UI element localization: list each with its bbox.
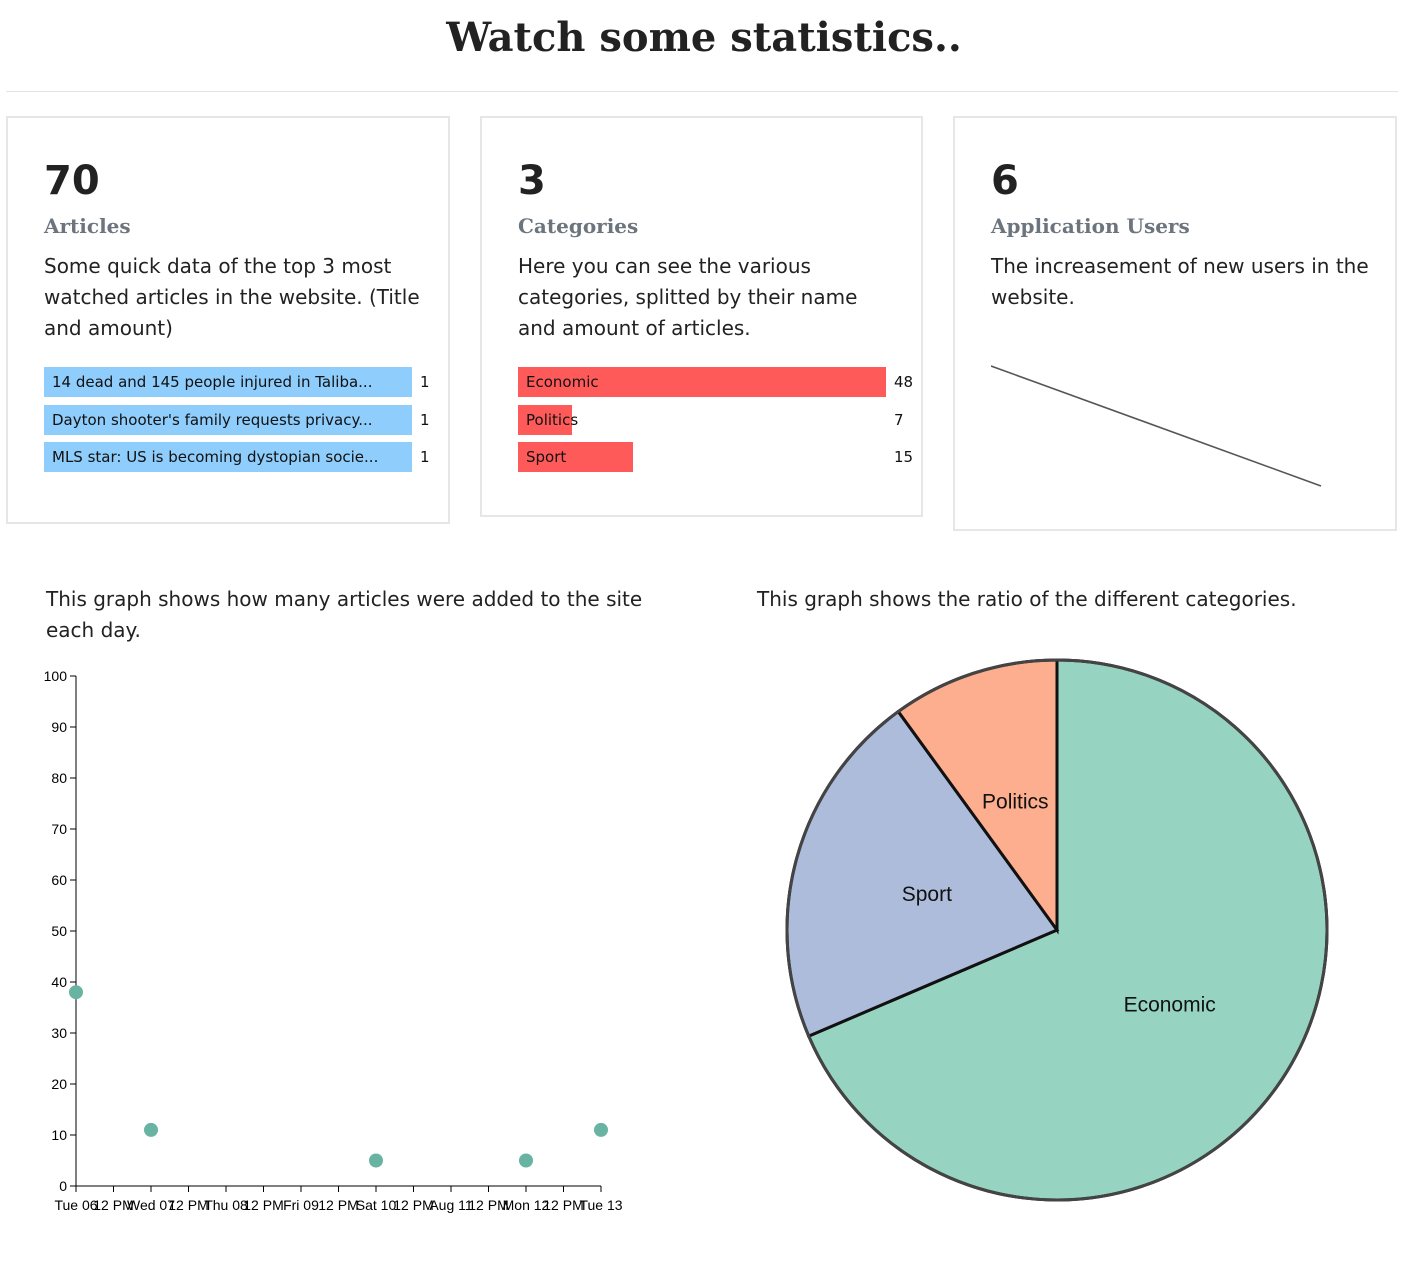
y-tick-label: 80 <box>51 770 67 786</box>
bar-label: Sport <box>526 448 567 466</box>
bar-label: Dayton shooter's family requests privacy… <box>52 410 373 429</box>
x-tick-label: Wed 07 <box>127 1197 175 1213</box>
x-tick-label: Thu 08 <box>204 1197 248 1213</box>
bar-value: 1 <box>420 448 430 466</box>
x-tick-label: 12 PM <box>243 1197 283 1213</box>
users-label: Application Users <box>991 214 1190 238</box>
articles-count: 70 <box>44 158 100 204</box>
bar-value: 15 <box>894 448 914 466</box>
x-tick-label: Mon 12 <box>503 1197 550 1213</box>
x-tick-label: Tue 06 <box>54 1197 97 1213</box>
bar-row: MLS star: US is becoming dystopian socie… <box>44 442 452 472</box>
x-tick-label: 12 PM <box>168 1197 208 1213</box>
y-tick-label: 40 <box>51 974 67 990</box>
y-tick-label: 90 <box>51 719 67 735</box>
bar-label: Politics <box>526 410 579 429</box>
pie-slice-label: Sport <box>902 883 952 906</box>
scatter-description: This graph shows how many articles were … <box>46 587 643 642</box>
articles-label: Articles <box>44 214 131 238</box>
x-tick-label: Sat 10 <box>356 1197 397 1213</box>
bar <box>518 367 886 397</box>
articles-card: 70 Articles Some quick data of the top 3… <box>6 116 450 524</box>
x-tick-label: Tue 13 <box>579 1197 622 1213</box>
x-tick-label: 12 PM <box>318 1197 358 1213</box>
y-tick-label: 60 <box>51 872 67 888</box>
category-ratio-pie: Economic Sport Politics <box>785 658 1329 1202</box>
categories-count: 3 <box>518 158 546 204</box>
users-description: The increasement of new users in the web… <box>991 254 1369 309</box>
bar-value: 7 <box>894 410 904 429</box>
y-tick-label: 70 <box>51 821 67 837</box>
y-tick-label: 100 <box>44 668 68 684</box>
x-tick-label: Aug 11 <box>429 1197 473 1213</box>
bar <box>44 442 412 472</box>
y-tick-label: 30 <box>51 1025 67 1041</box>
categories-label: Categories <box>518 214 639 238</box>
bar-value: 48 <box>894 373 914 391</box>
pie-slice-label: Politics <box>982 791 1049 814</box>
categories-description: Here you can see the various categories,… <box>518 254 858 340</box>
scatter-point <box>594 1122 608 1137</box>
bar-value: 1 <box>420 410 430 429</box>
bar-row: Politics 7 <box>518 404 926 435</box>
scatter-point <box>144 1122 158 1137</box>
x-tick-label: 12 PM <box>468 1197 508 1213</box>
pie-outline <box>785 658 1329 1202</box>
bar-label: Economic <box>526 373 599 391</box>
y-tick-label: 50 <box>51 923 67 939</box>
bar-label: MLS star: US is becoming dystopian socie… <box>52 448 379 466</box>
users-line-chart <box>991 365 1322 487</box>
y-tick-label: 0 <box>59 1178 67 1194</box>
bar <box>44 404 412 435</box>
y-tick-label: 20 <box>51 1076 67 1092</box>
x-tick-label: 12 PM <box>543 1197 583 1213</box>
bar-row: Economic 48 <box>518 367 926 397</box>
scatter-point <box>69 985 83 1000</box>
scatter-point <box>369 1153 383 1168</box>
users-card: 6 Application Users The increasement of … <box>953 116 1397 531</box>
articles-description: Some quick data of the top 3 most watche… <box>44 254 420 340</box>
x-tick-label: Fri 09 <box>283 1197 319 1213</box>
bar-value: 1 <box>420 373 430 391</box>
bar <box>518 404 572 435</box>
x-tick-label: 12 PM <box>393 1197 433 1213</box>
bar-row: 14 dead and 145 people injured in Taliba… <box>44 367 452 397</box>
bar-label: 14 dead and 145 people injured in Taliba… <box>52 373 373 391</box>
y-tick-label: 10 <box>51 1127 67 1143</box>
pie-slice-label: Economic <box>1124 993 1216 1016</box>
bar <box>44 367 412 397</box>
page-title: Watch some statistics.. <box>446 14 962 61</box>
scatter-point <box>519 1153 533 1168</box>
title-divider <box>6 91 1398 92</box>
bar-row: Sport 15 <box>518 442 926 472</box>
x-tick-label: 12 PM <box>93 1197 133 1213</box>
categories-card: 3 Categories Here you can see the variou… <box>480 116 923 517</box>
users-count: 6 <box>991 158 1019 204</box>
pie-description: This graph shows the ratio of the differ… <box>757 587 1297 611</box>
users-line-path <box>991 365 1322 487</box>
bar <box>518 442 633 472</box>
bar-row: Dayton shooter's family requests privacy… <box>44 404 452 435</box>
